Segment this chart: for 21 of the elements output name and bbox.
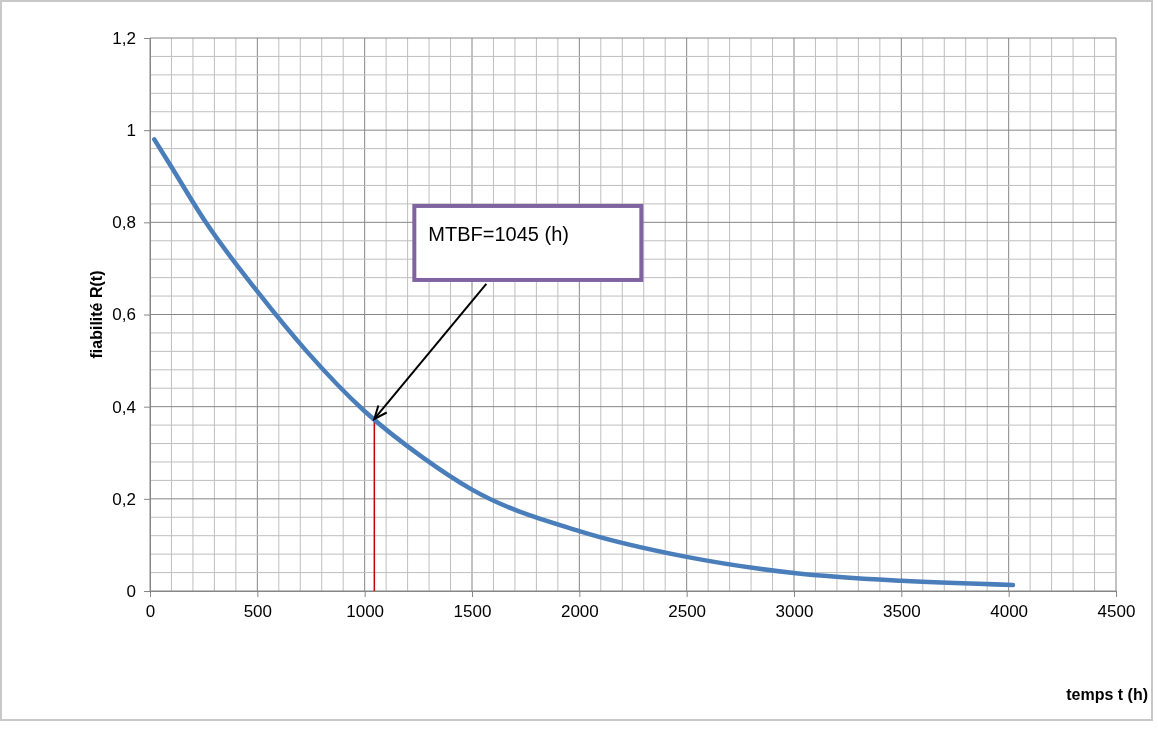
y-tick-label: 0,8 xyxy=(112,213,136,233)
x-tick-label: 1000 xyxy=(346,602,385,622)
y-axis-title: fiabilité R(t) xyxy=(88,270,105,359)
line-series xyxy=(152,137,1016,588)
x-axis-title: temps t (h) xyxy=(1066,686,1148,703)
x-tick-label: 3000 xyxy=(775,602,814,622)
x-tick-label: 2000 xyxy=(560,602,599,622)
x-tick-label: 0 xyxy=(145,602,156,622)
y-tick-label: 1 xyxy=(126,121,136,141)
x-tick-label: 4000 xyxy=(990,602,1029,622)
y-tick-label: 0,2 xyxy=(112,489,136,509)
annotation: MTBF=1045 (h) xyxy=(428,222,569,245)
x-tick-label: 500 xyxy=(243,602,273,622)
x-tick-label: 2500 xyxy=(668,602,707,622)
y-tick-label: 0,4 xyxy=(112,397,136,417)
x-tick-label: 1500 xyxy=(453,602,492,622)
y-tick-label: 0,6 xyxy=(112,305,136,325)
x-tick-label: 3500 xyxy=(882,602,921,622)
x-tick-label: 4500 xyxy=(1097,602,1136,622)
y-tick-label: 1,2 xyxy=(112,28,136,48)
y-tick-label: 0 xyxy=(126,581,136,601)
